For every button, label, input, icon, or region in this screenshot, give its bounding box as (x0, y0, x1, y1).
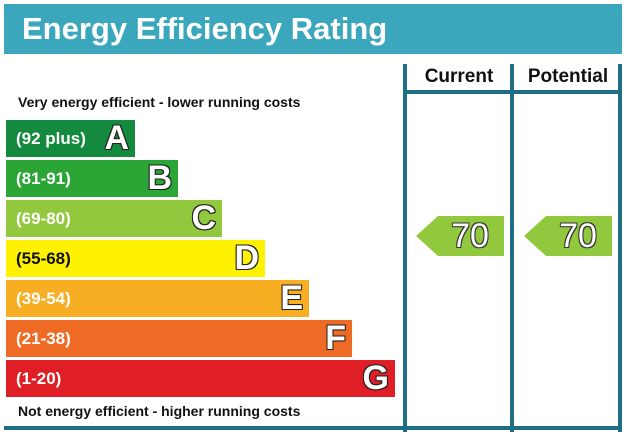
page-title: Energy Efficiency Rating (22, 11, 388, 46)
divider-right (618, 64, 622, 432)
header-divider (403, 90, 622, 94)
band-letter: E (280, 279, 303, 317)
current-arrow-shape (416, 215, 504, 256)
bottom-border (4, 426, 622, 430)
band-range-label: (21-38) (16, 329, 71, 348)
rating-band-g: (1-20) G (6, 359, 395, 397)
band-range-label: (92 plus) (16, 129, 86, 148)
band-range-label: (81-91) (16, 169, 71, 188)
rating-band-c: (69-80) C (6, 199, 222, 237)
rating-band-e: (39-54) E (6, 279, 309, 317)
divider-middle (510, 64, 514, 432)
current-column-header: Current (424, 66, 494, 87)
bottom-caption: Not energy efficient - higher running co… (18, 403, 301, 419)
potential-rating-value: 70 (559, 216, 597, 255)
band-letter: B (147, 159, 172, 197)
top-caption: Very energy efficient - lower running co… (18, 94, 301, 110)
divider-left (403, 64, 407, 432)
rating-band-f: (21-38) F (6, 319, 352, 357)
header-bar: Energy Efficiency Rating (4, 4, 622, 54)
potential-arrow-shape (524, 215, 612, 256)
current-rating-arrow: 70 (416, 215, 504, 256)
band-range-label: (69-80) (16, 209, 71, 228)
current-rating-value: 70 (451, 216, 489, 255)
band-letter: C (191, 199, 216, 237)
band-letter: D (234, 239, 259, 277)
band-range-label: (55-68) (16, 249, 71, 268)
potential-rating-arrow: 70 (524, 215, 612, 256)
band-letter: A (104, 119, 129, 157)
band-range-label: (1-20) (16, 369, 62, 388)
rating-band-a: (92 plus) A (6, 119, 135, 157)
band-letter: F (325, 319, 346, 357)
potential-column-header: Potential (527, 66, 609, 87)
band-range-label: (39-54) (16, 289, 71, 308)
rating-band-b: (81-91) B (6, 159, 178, 197)
rating-band-d: (55-68) D (6, 239, 265, 277)
band-letter: G (362, 359, 389, 397)
